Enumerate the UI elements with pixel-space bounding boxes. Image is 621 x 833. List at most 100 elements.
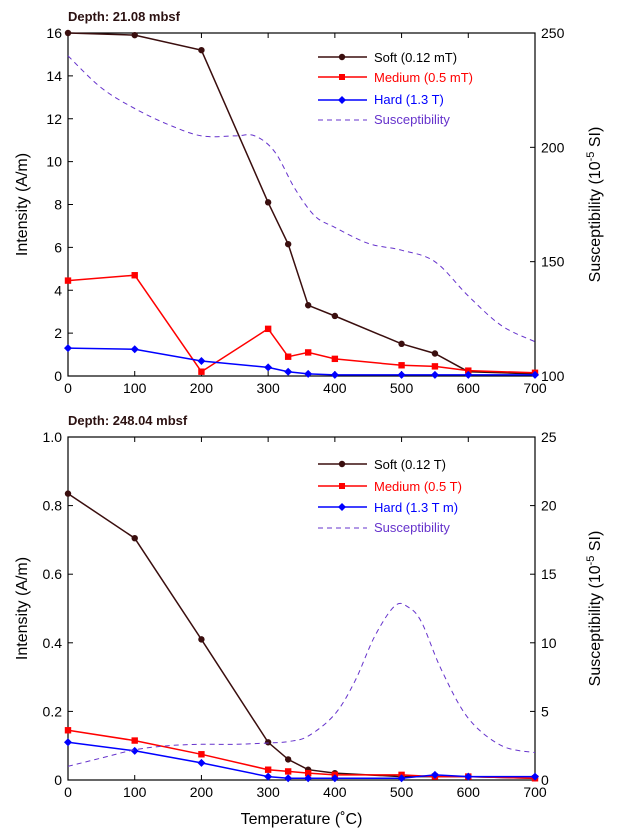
point-soft <box>264 199 272 206</box>
point-soft <box>284 240 292 248</box>
y2-axis-ticks: 0 5 10 15 20 25 <box>530 429 557 788</box>
point-soft <box>264 739 272 746</box>
point-hard <box>464 370 473 379</box>
x-tick-label: 0 <box>64 380 72 396</box>
legend-marker-soft <box>338 460 346 468</box>
legend-entry-medium: Medium (0.5 mT) <box>318 70 473 85</box>
x-tick-label: 600 <box>457 784 481 800</box>
legend: Soft (0.12 mT) Medium (0.5 mT) Hard (1.3… <box>318 50 473 127</box>
legend-marker-soft <box>338 53 346 61</box>
series-layer <box>64 490 539 783</box>
point-hard <box>330 370 339 379</box>
y2-axis-label: Susceptibility (10-5 SI) <box>585 531 604 687</box>
y2-tick-label: 15 <box>541 566 557 582</box>
x-tick-label: 0 <box>64 784 72 800</box>
y-tick-label: 0.6 <box>43 566 63 582</box>
y-tick-label: 0.4 <box>43 635 63 651</box>
point-hard <box>197 758 206 767</box>
x-tick-label: 300 <box>256 380 280 396</box>
y-axis-ticks: 0 2 4 6 8 10 12 14 16 <box>46 25 73 384</box>
y2-tick-label: 150 <box>541 254 565 270</box>
x-tick-label: 600 <box>457 380 481 396</box>
point-hard <box>264 772 273 781</box>
y-tick-label: 0 <box>54 368 62 384</box>
y2-tick-label: 20 <box>541 498 557 514</box>
point-hard <box>284 367 293 376</box>
y-tick-label: 16 <box>46 25 62 41</box>
y-tick-label: 0.2 <box>43 703 63 719</box>
y-axis-ticks: 0 0.2 0.4 0.6 0.8 1.0 <box>43 429 73 788</box>
legend-label-medium: Medium (0.5 T) <box>374 479 462 494</box>
point-medium <box>264 766 272 773</box>
point-medium <box>284 768 292 775</box>
panel-title: Depth: 248.04 mbsf <box>68 413 188 428</box>
legend-entry-hard: Hard (1.3 T m) <box>318 500 458 515</box>
legend-entry-soft: Soft (0.12 mT) <box>318 50 457 65</box>
point-medium <box>431 363 439 370</box>
y2-tick-label: 250 <box>541 25 565 41</box>
panel-title: Depth: 21.08 mbsf <box>68 9 181 24</box>
y2-tick-label: 25 <box>541 429 557 445</box>
point-hard <box>531 772 539 781</box>
plot-frame <box>67 436 536 781</box>
series-line-soft <box>67 492 536 780</box>
legend-entry-hard: Hard (1.3 T) <box>318 92 444 107</box>
point-medium <box>198 751 205 758</box>
point-soft <box>64 29 72 37</box>
point-hard <box>130 746 139 755</box>
point-hard <box>397 774 406 783</box>
series-layer <box>64 29 539 379</box>
series-line-medium <box>67 729 536 780</box>
series-line-susceptibility <box>67 602 536 767</box>
legend-label-susceptibility: Susceptibility <box>374 520 450 535</box>
y2-tick-label: 100 <box>541 368 565 384</box>
x-tick-label: 200 <box>190 784 214 800</box>
point-hard <box>130 345 139 354</box>
point-soft <box>398 340 405 348</box>
y2-tick-label: 0 <box>541 772 549 788</box>
x-tick-label: 200 <box>190 380 214 396</box>
point-medium <box>465 367 472 374</box>
y-tick-label: 14 <box>46 68 62 84</box>
x-tick-label: 100 <box>123 380 147 396</box>
point-hard <box>430 770 439 779</box>
legend-label-hard: Hard (1.3 T) <box>374 92 444 107</box>
x-axis-ticks: 0 100 200 300 400 500 600 700 <box>64 33 547 396</box>
point-medium <box>331 355 339 363</box>
point-soft <box>331 312 339 320</box>
point-soft <box>431 350 439 357</box>
point-hard <box>64 738 72 747</box>
x-tick-label: 400 <box>323 784 347 800</box>
y-tick-label: 4 <box>54 282 62 298</box>
y-tick-label: 6 <box>54 239 62 255</box>
point-hard <box>430 370 439 379</box>
legend-entry-medium: Medium (0.5 T) <box>318 479 462 494</box>
legend: Soft (0.12 T) Medium (0.5 T) Hard (1.3 T… <box>318 457 462 535</box>
y-axis-label: Intensity (A/m) <box>14 153 31 256</box>
y-tick-label: 0 <box>54 772 62 788</box>
y-axis-label: Intensity (A/m) <box>14 557 31 660</box>
x-tick-label: 300 <box>256 784 280 800</box>
y2-tick-label: 200 <box>541 139 565 155</box>
point-soft <box>198 46 205 54</box>
point-medium <box>64 727 72 734</box>
point-medium <box>198 368 205 375</box>
y-tick-label: 2 <box>54 325 62 341</box>
point-soft <box>284 756 292 763</box>
point-soft <box>198 636 205 643</box>
panel-depth-248-04: Depth: 248.04 mbsf 0 100 200 300 400 500 600 70… <box>14 413 604 800</box>
x-tick-label: 400 <box>323 380 347 396</box>
y2-axis-label: Susceptibility (10-5 SI) <box>585 127 604 283</box>
point-medium <box>304 349 312 356</box>
point-hard <box>304 369 313 378</box>
point-hard <box>264 363 273 372</box>
legend-entry-susceptibility: Susceptibility <box>318 520 450 535</box>
x-tick-label: 700 <box>523 380 547 396</box>
x-tick-label: 500 <box>390 784 414 800</box>
legend-label-susceptibility: Susceptibility <box>374 112 450 127</box>
y-tick-label: 8 <box>54 197 62 213</box>
y-tick-label: 12 <box>46 111 62 127</box>
x-axis-ticks: 0 100 200 300 400 500 600 700 <box>64 437 547 800</box>
legend-label-soft: Soft (0.12 T) <box>374 457 446 472</box>
